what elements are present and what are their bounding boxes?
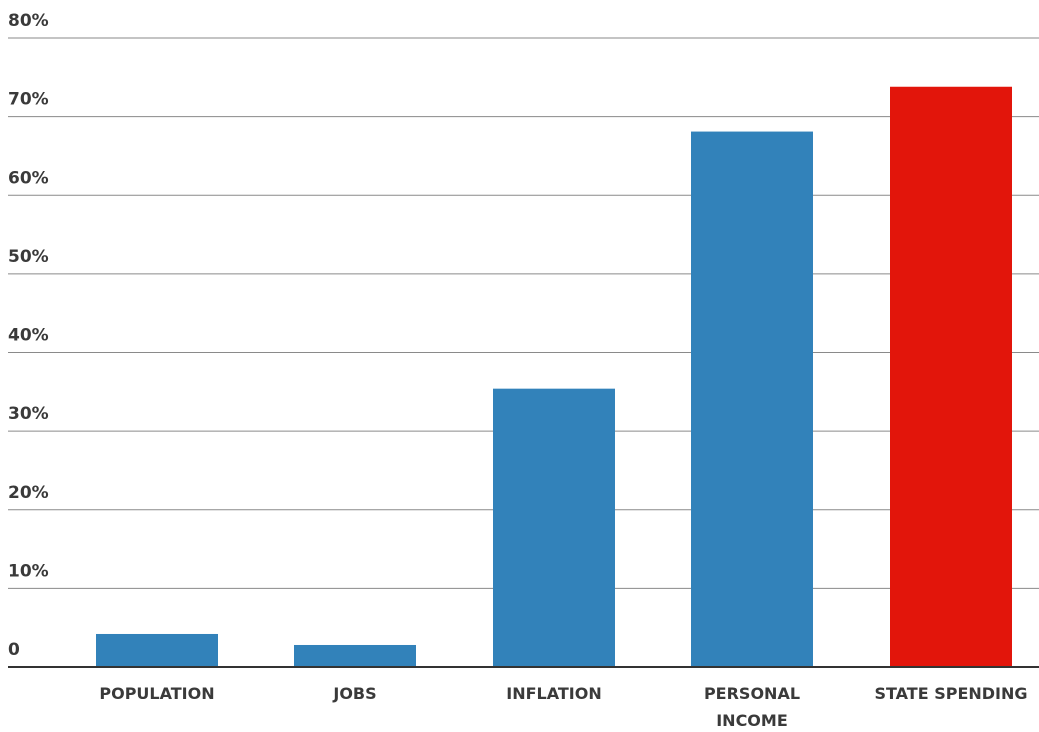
y-tick-label: 80% bbox=[8, 11, 49, 31]
y-tick-label: 60% bbox=[8, 168, 49, 188]
bar-jobs bbox=[294, 644, 416, 667]
bar-personal-income bbox=[691, 131, 813, 668]
bar-state-spending bbox=[890, 86, 1012, 667]
x-category-label: PERSONAL INCOME bbox=[704, 684, 800, 730]
y-tick-label: 20% bbox=[8, 483, 49, 503]
y-tick-label: 10% bbox=[8, 561, 49, 581]
x-category-label: POPULATION bbox=[99, 684, 214, 703]
y-tick-label: 40% bbox=[8, 326, 49, 346]
y-axis-tick-labels: 0 10% 20% 30% 40% 50% 60% 70% 80% bbox=[8, 11, 49, 660]
x-axis-category-labels: POPULATION JOBS INFLATION PERSONAL INCOME STA… bbox=[99, 684, 1027, 730]
y-tick-label: 50% bbox=[8, 247, 49, 267]
x-category-label: STATE SPENDING bbox=[874, 684, 1027, 703]
y-tick-label: 0 bbox=[8, 640, 20, 660]
y-tick-label: 70% bbox=[8, 90, 49, 110]
bar-inflation bbox=[493, 388, 615, 667]
x-category-label: JOBS bbox=[332, 684, 376, 703]
y-tick-label: 30% bbox=[8, 404, 49, 424]
bars bbox=[96, 86, 1012, 668]
bar-population bbox=[96, 633, 218, 667]
x-category-label: INFLATION bbox=[506, 684, 601, 703]
